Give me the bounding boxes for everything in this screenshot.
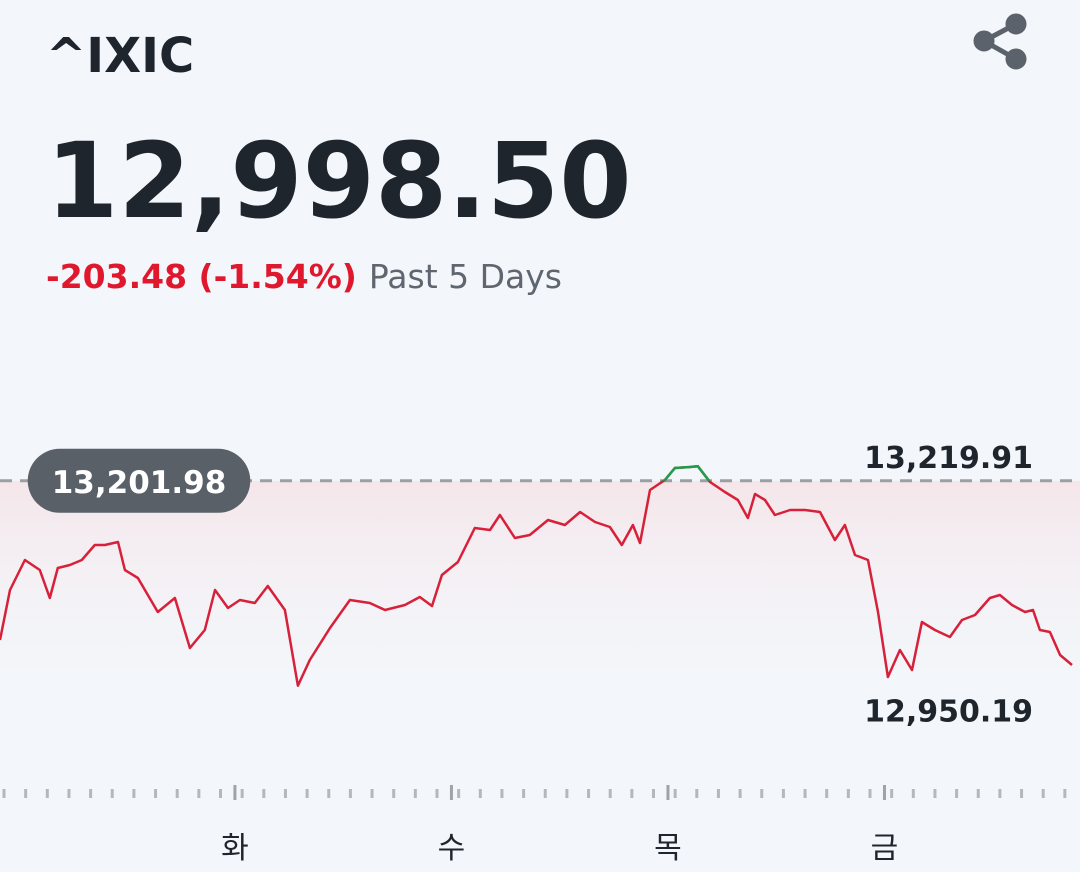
reference-label: 13,201.98 — [52, 465, 227, 501]
low-label: 12,950.19 — [864, 695, 1033, 730]
x-tick-label: 금 — [871, 831, 899, 866]
change: -203.48 (-1.54%) — [46, 257, 357, 296]
area-fade — [0, 480, 1080, 714]
price: 12,998.50 — [46, 120, 632, 242]
reference-pill — [27, 448, 251, 513]
symbol: ^IXIC — [46, 28, 194, 84]
price-line — [0, 464, 1073, 687]
x-tick-label: 수 — [438, 831, 466, 866]
high-label: 13,219.91 — [864, 441, 1033, 476]
share-button[interactable] — [973, 13, 1027, 70]
period: Past 5 Days — [369, 257, 562, 296]
x-tick-label: 목 — [654, 831, 682, 866]
x-tick-label: 화 — [221, 831, 249, 866]
